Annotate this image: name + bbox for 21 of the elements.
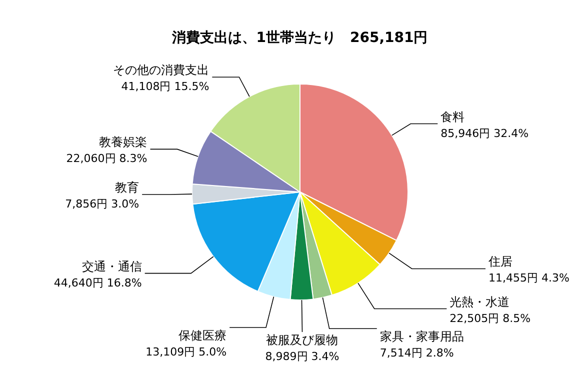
slice-label: その他の消費支出: [113, 63, 210, 78]
slice-label: 家具・家事用品: [380, 330, 464, 344]
data-label: 85,946円 32.4%: [440, 126, 529, 140]
slice-label: 光熱・水道: [450, 294, 510, 309]
data-label: 7,856円 3.0%: [65, 197, 140, 210]
data-label: 13,109円 5.0%: [146, 346, 227, 358]
slice-label: 被服及び履物: [266, 332, 338, 347]
data-label: 22,505円 8.5%: [450, 312, 531, 325]
chart-title: 消費支出は、1世帯当たり 265,181円: [171, 30, 428, 46]
slice-label: 住居: [488, 254, 513, 269]
slice-label: 食料: [440, 110, 465, 124]
data-label: 44,640円 16.8%: [54, 276, 142, 290]
data-label: 7,514円 2.8%: [380, 346, 454, 360]
data-label: 41,108円 15.5%: [121, 80, 210, 94]
data-label: 11,455円 4.3%: [488, 272, 570, 285]
data-label: 8,989円 3.4%: [265, 350, 340, 363]
slice-label: 教養娯楽: [99, 135, 148, 150]
data-label: 22,060円 8.3%: [66, 152, 148, 166]
slice-label: 保健医療: [178, 328, 227, 342]
slice-label: 交通・通信: [82, 259, 142, 274]
slice-label: 教育: [115, 180, 140, 194]
